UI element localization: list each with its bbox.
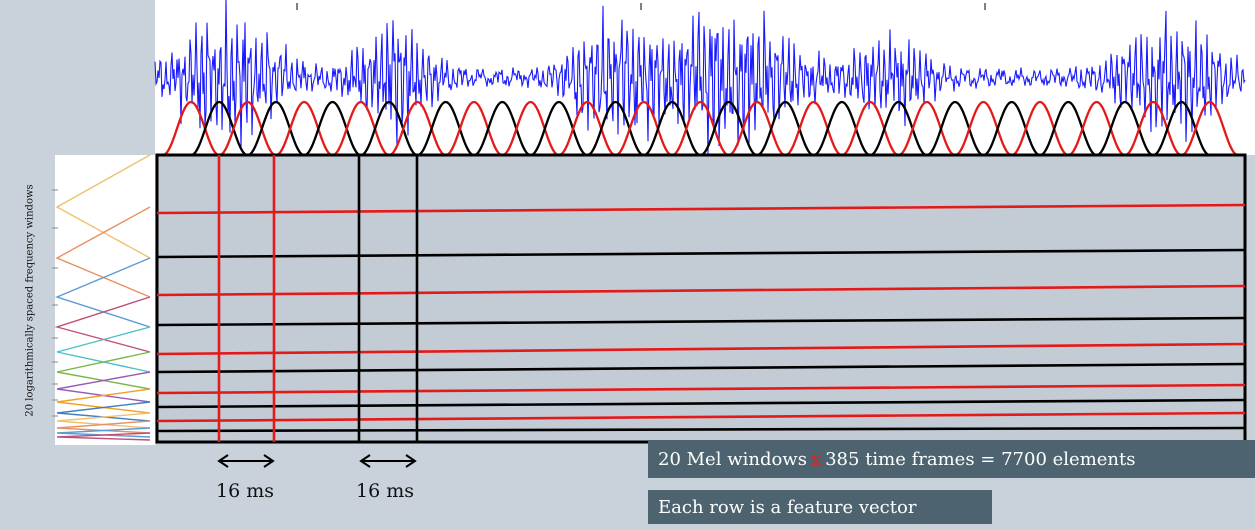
mel-filter-triangle xyxy=(56,388,151,414)
feature-row-line xyxy=(156,316,1246,327)
mel-filter-triangle xyxy=(54,296,151,353)
mel-filter-triangle xyxy=(56,412,151,429)
hamming-window xyxy=(1181,100,1239,157)
hamming-window xyxy=(275,100,333,157)
hamming-window xyxy=(1153,100,1210,157)
feature-row-line xyxy=(156,203,1246,215)
mel-filterbank xyxy=(52,154,151,441)
feature-vector-note: Each row is a feature vector xyxy=(648,490,992,524)
hamming-window xyxy=(247,100,305,157)
hamming-window xyxy=(615,100,673,157)
mel-filter-triangle xyxy=(56,326,151,373)
hamming-window xyxy=(1011,100,1069,157)
mel-filter-triangle xyxy=(56,427,151,438)
hamming-window xyxy=(1124,100,1182,157)
feature-row-line xyxy=(156,284,1246,297)
hamming-window xyxy=(360,100,418,157)
mel-filter-triangle xyxy=(56,432,151,441)
hamming-window xyxy=(983,100,1040,157)
hamming-window xyxy=(417,100,474,157)
arrow-head-left xyxy=(359,454,371,468)
hamming-window xyxy=(728,100,786,157)
hamming-window xyxy=(1096,100,1154,157)
hamming-window xyxy=(332,100,390,157)
arrow-head-right xyxy=(263,454,275,468)
audio-waveform xyxy=(154,0,1246,155)
filterbank-panel xyxy=(55,155,155,445)
duration-arrows xyxy=(217,454,417,468)
feature-row-line xyxy=(156,398,1246,409)
feature-row-line xyxy=(156,383,1246,395)
mel-filter-triangle xyxy=(54,257,151,328)
hamming-window xyxy=(672,100,729,157)
duration-label-red: 16 ms xyxy=(216,480,274,502)
hamming-window xyxy=(813,100,871,157)
summary-banner: 20 Mel windows x 385 time frames = 7700 … xyxy=(648,440,1255,478)
hamming-window xyxy=(558,100,616,157)
mel-filter-triangle xyxy=(56,420,151,434)
hamming-window xyxy=(445,100,503,157)
mel-filter-triangle xyxy=(56,351,151,390)
summary-rhs: 385 time frames = 7700 elements xyxy=(825,448,1136,470)
waveform-ticks xyxy=(296,3,986,10)
hamming-window xyxy=(926,100,984,157)
hamming-window xyxy=(643,100,701,157)
hamming-window xyxy=(1068,100,1125,157)
hamming-window xyxy=(841,100,899,157)
hamming-window xyxy=(757,100,814,157)
hamming-window xyxy=(530,100,588,157)
hamming-window xyxy=(191,100,248,157)
feature-rows xyxy=(156,203,1246,433)
hamming-window xyxy=(502,100,559,157)
frame-lines xyxy=(217,155,419,442)
hamming-window xyxy=(219,100,276,157)
hamming-window xyxy=(304,100,361,157)
mel-filter-triangle xyxy=(55,206,151,298)
y-axis-label: 20 logarithmically spaced frequency wind… xyxy=(24,183,36,417)
hamming-window xyxy=(389,100,446,157)
hamming-window xyxy=(474,100,531,157)
feature-grid xyxy=(155,153,1247,444)
hamming-window xyxy=(162,100,220,157)
arrow-head-right xyxy=(405,454,417,468)
hamming-window xyxy=(870,100,927,157)
summary-lhs: 20 Mel windows xyxy=(658,448,807,470)
feature-row-line xyxy=(156,362,1246,374)
summary-operator: x xyxy=(810,448,822,470)
feature-row-line xyxy=(156,342,1246,356)
mel-filter-triangle xyxy=(55,154,151,259)
mel-filter-triangle xyxy=(56,401,151,422)
arrow-head-left xyxy=(217,454,229,468)
hamming-window xyxy=(587,100,644,157)
hamming-window xyxy=(1040,100,1097,157)
hamming-windows xyxy=(162,100,1239,157)
hamming-window xyxy=(785,100,842,157)
hamming-window xyxy=(700,100,757,157)
feature-row-line xyxy=(156,411,1246,423)
hamming-window xyxy=(955,100,1012,157)
feature-row-line xyxy=(156,248,1246,259)
feature-row-line xyxy=(156,426,1246,433)
hamming-window xyxy=(898,100,956,157)
duration-label-black: 16 ms xyxy=(356,480,414,502)
mel-filter-triangle xyxy=(56,371,151,403)
